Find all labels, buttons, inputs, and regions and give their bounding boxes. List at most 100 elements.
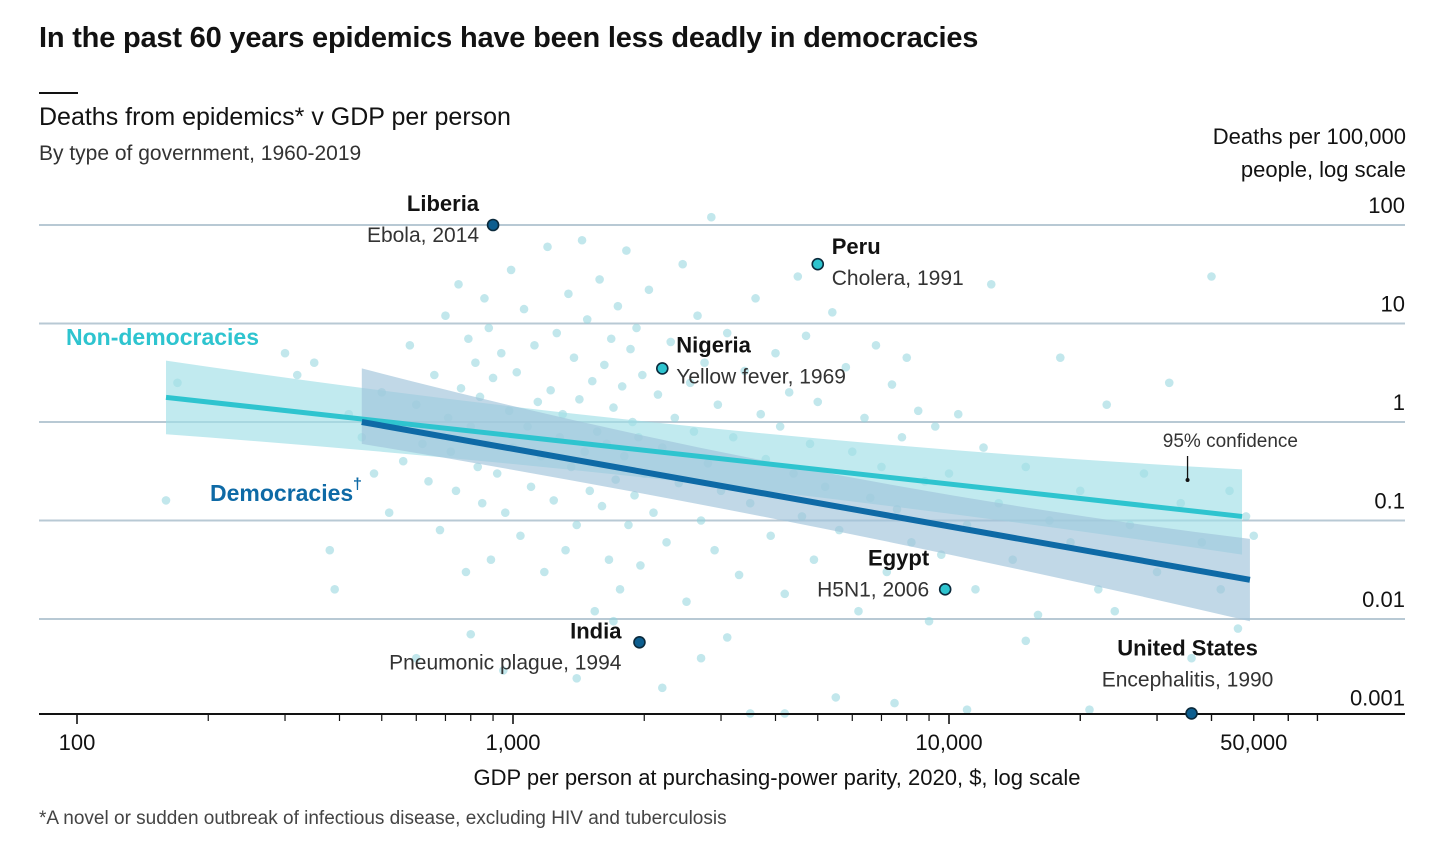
scatter-point <box>913 406 923 416</box>
scatter-point <box>1055 353 1065 362</box>
scatter-point <box>424 477 433 486</box>
scatter-point <box>430 370 439 380</box>
scatter-point <box>398 456 408 466</box>
y-tick-label: 10 <box>1381 292 1405 317</box>
scatter-point <box>484 323 494 333</box>
scatter-point <box>626 344 635 354</box>
x-tick-label: 50,000 <box>1220 730 1287 755</box>
x-axis-label: GDP per person at purchasing-power parit… <box>473 765 1081 790</box>
scatter-point <box>1164 378 1174 388</box>
highlight-point-liberia <box>486 218 500 232</box>
scatter-point <box>600 360 609 370</box>
scatter-point <box>813 397 823 407</box>
scatter-point <box>546 385 555 395</box>
highlight-event-nigeria: Yellow fever, 1969 <box>676 365 846 388</box>
scatter-point <box>860 413 869 423</box>
scatter-point <box>700 358 709 367</box>
scatter-point <box>480 294 489 303</box>
scatter-point <box>986 280 996 289</box>
scatter-point <box>595 275 604 284</box>
scatter-point <box>696 516 706 525</box>
scatter-point <box>292 370 302 380</box>
highlight-point-nigeria <box>655 362 669 375</box>
confidence-annotation: 95% confidence <box>1163 431 1298 452</box>
scatter-point <box>1021 636 1031 646</box>
scatter-point <box>488 373 498 383</box>
scatter-point <box>1093 585 1103 594</box>
scatter-point <box>604 555 614 564</box>
scatter-point <box>649 508 658 518</box>
scatter-point <box>632 323 641 333</box>
scatter-point <box>498 666 508 675</box>
scatter-point <box>161 496 171 505</box>
scatter-point <box>644 285 654 295</box>
scatter-point <box>549 496 559 505</box>
scatter-point <box>653 390 663 399</box>
x-axis <box>39 713 1405 724</box>
scatter-point <box>405 341 415 350</box>
scatter-point <box>751 294 760 303</box>
highlight-event-peru: Cholera, 1991 <box>832 267 964 290</box>
chart-title: In the past 60 years epidemics have been… <box>39 22 979 54</box>
y-tick-label: 0.01 <box>1362 587 1405 612</box>
scatter-point <box>582 315 592 324</box>
highlight-point-peru <box>811 257 825 271</box>
scatter-point <box>441 311 450 321</box>
scatter-point <box>722 328 732 338</box>
scatter-point <box>930 422 940 431</box>
scatter-point <box>831 693 841 702</box>
scatter-point <box>971 585 980 594</box>
y-axis-unit-line1: Deaths per 100,000 <box>1212 124 1406 149</box>
scatter-point <box>962 705 972 715</box>
highlight-country-nigeria: Nigeria <box>676 332 751 357</box>
highlight-country-india: India <box>570 618 622 643</box>
scatter-point <box>1110 606 1120 616</box>
scatter-point <box>678 259 687 269</box>
scatter-point <box>451 486 461 496</box>
democracies-label-dagger: † <box>353 476 362 493</box>
chart-subtitle: Deaths from epidemics* v GDP per person <box>39 103 511 131</box>
scatter-point <box>882 567 892 577</box>
scatter-point <box>454 280 463 289</box>
scatter-point <box>1207 272 1216 281</box>
scatter-point <box>1102 400 1112 409</box>
scatter-point <box>666 337 676 347</box>
scatter-point <box>613 301 623 311</box>
scatter-point <box>473 462 483 472</box>
scatter-point <box>696 653 706 663</box>
scatter-point <box>657 683 667 693</box>
scatter-point <box>512 367 522 377</box>
democracies-label: Democracies <box>210 480 353 506</box>
highlight-country-egypt: Egypt <box>868 545 930 570</box>
highlight-event-india: Pneumonic plague, 1994 <box>389 651 622 674</box>
scatter-point <box>411 653 421 663</box>
scatter-point <box>793 272 803 281</box>
scatter-point <box>710 545 719 555</box>
scatter-point <box>496 348 506 358</box>
scatter-point <box>435 525 445 535</box>
scatter-point <box>636 561 645 570</box>
scatter-point <box>552 328 562 338</box>
democracies-confidence-band <box>361 368 1250 622</box>
title-rule <box>39 92 78 94</box>
y-axis-unit-line2: people, log scale <box>1240 157 1406 182</box>
y-tick-label: 0.1 <box>1374 489 1405 514</box>
scatter-point <box>590 606 600 616</box>
scatter-point <box>662 538 671 547</box>
scatter-point <box>456 383 466 393</box>
scatter-point <box>775 422 785 431</box>
scatter-point <box>464 334 473 344</box>
scatter-point <box>561 545 570 555</box>
scatter-point <box>854 606 863 616</box>
scatter-point <box>685 378 695 388</box>
scatter-point <box>577 235 587 245</box>
scatter-point <box>809 555 819 564</box>
scatter-point <box>526 482 536 492</box>
highlight-point-egypt <box>938 583 952 596</box>
scatter-point <box>384 508 394 518</box>
scatter-point <box>713 400 723 409</box>
scatter-point <box>828 307 837 317</box>
scatter-point <box>325 545 335 555</box>
scatter-point <box>784 388 794 397</box>
